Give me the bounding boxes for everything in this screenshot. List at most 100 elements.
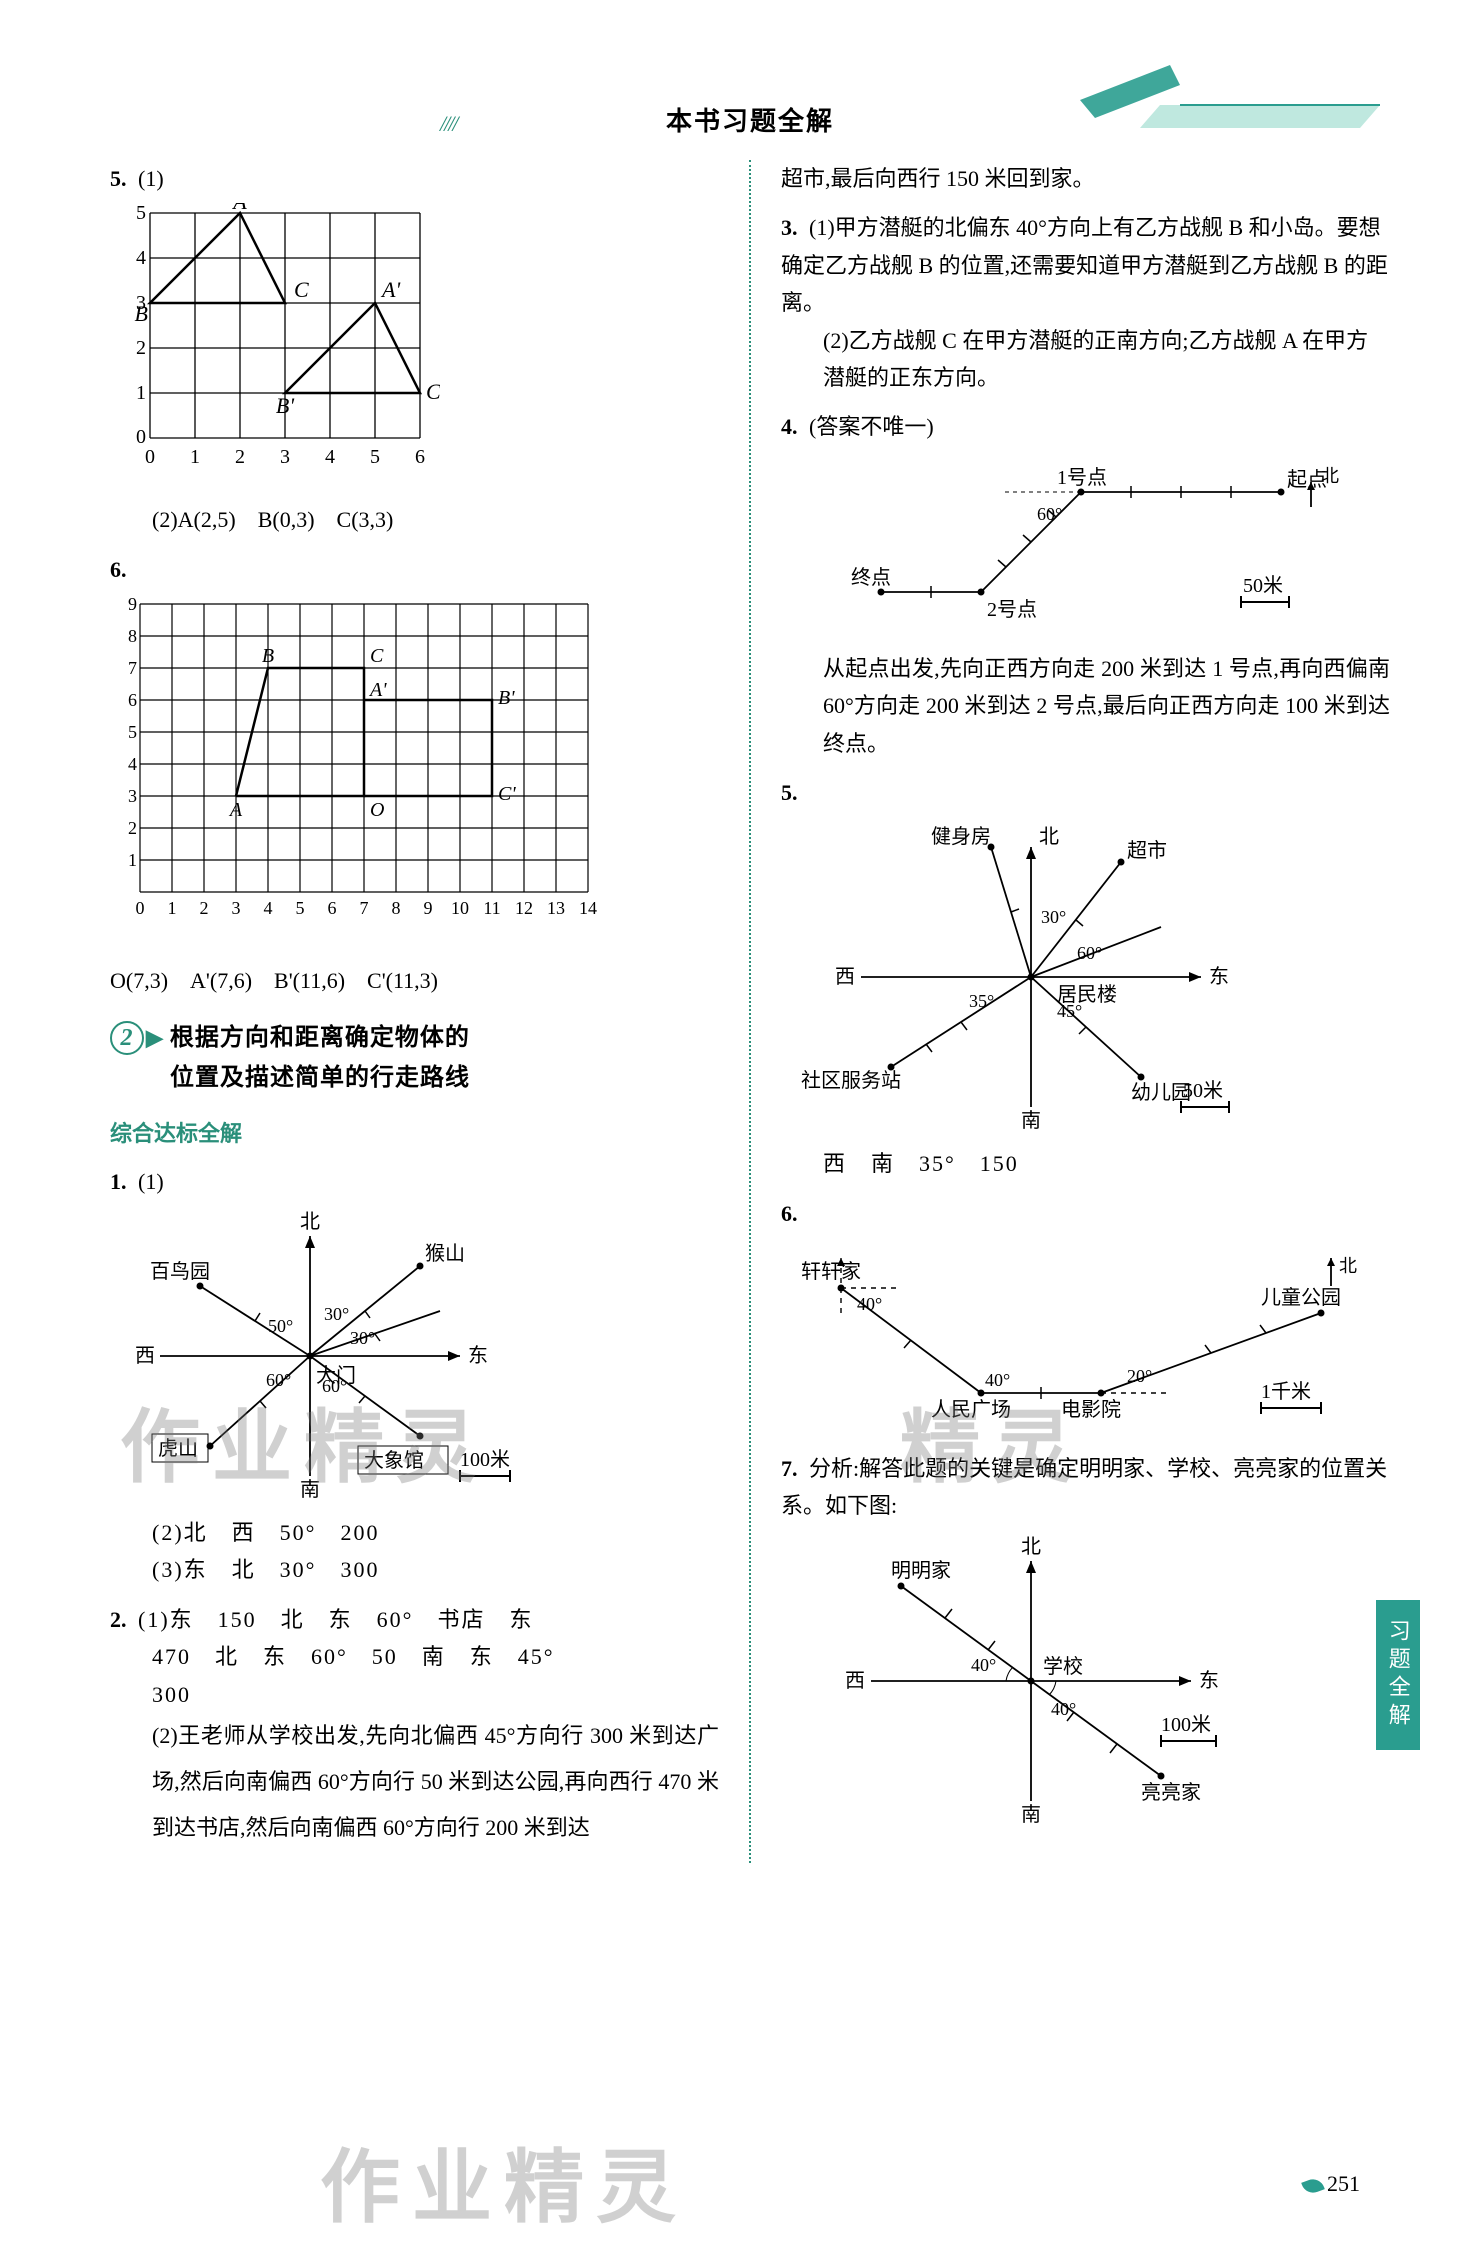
subsection-title: 综合达标全解 — [110, 1115, 719, 1152]
svg-text:6: 6 — [128, 690, 137, 710]
svg-text:9: 9 — [128, 594, 137, 614]
svg-text:北: 北 — [1339, 1256, 1357, 1276]
left-column: 5. (1) — [110, 160, 719, 1863]
svg-text:人民广场: 人民广场 — [931, 1398, 1011, 1421]
solution-3: 3.(1)甲方潜艇的北偏东 40°方向上有乙方战舰 B 和小岛。要想确定乙方战舰… — [781, 209, 1390, 396]
svg-text:30°: 30° — [1041, 907, 1066, 927]
svg-text:60°: 60° — [322, 1376, 347, 1396]
svg-text:3: 3 — [280, 446, 290, 468]
q5-grid-chart: A B C A' B' C' 0 1 2 3 — [110, 203, 440, 493]
svg-text:百鸟园: 百鸟园 — [150, 1260, 210, 1283]
svg-text:东: 东 — [468, 1344, 488, 1367]
sq5-answer: 西 南 35° 150 — [781, 1145, 1390, 1182]
svg-text:10: 10 — [451, 898, 469, 918]
sq1-number: 1. — [110, 1163, 138, 1200]
svg-text:8: 8 — [128, 626, 137, 646]
solution-5: 5. — [781, 774, 1390, 1183]
svg-text:超市: 超市 — [1127, 839, 1167, 862]
question-5: 5.(1) — [110, 160, 719, 539]
svg-text:明明家: 明明家 — [891, 1559, 951, 1582]
svg-text:7: 7 — [128, 658, 137, 678]
svg-text:1千米: 1千米 — [1261, 1380, 1311, 1403]
svg-text:亮亮家: 亮亮家 — [1141, 1781, 1201, 1804]
page-header: //// 本书习题全解 — [110, 60, 1390, 140]
svg-text:9: 9 — [424, 898, 433, 918]
svg-text:12: 12 — [515, 898, 533, 918]
svg-text:4: 4 — [325, 446, 335, 468]
svg-text:50°: 50° — [268, 1316, 293, 1336]
svg-text:终点: 终点 — [851, 566, 891, 589]
svg-text:7: 7 — [360, 898, 369, 918]
q6-grid-chart: A O B C A' B' C' 0 1 2 — [110, 594, 620, 954]
svg-text:3: 3 — [128, 786, 137, 806]
sq1-part1: (1) — [138, 1169, 164, 1194]
solution-2: 2.(1)东 150 北 东 60° 书店 东 470 北 东 60° 50 南… — [110, 1601, 719, 1852]
svg-text:C: C — [294, 277, 309, 302]
svg-text:40°: 40° — [1051, 1699, 1076, 1719]
svg-text:1: 1 — [128, 850, 137, 870]
svg-text:6: 6 — [328, 898, 337, 918]
q6-number: 6. — [110, 551, 138, 588]
svg-text:2: 2 — [128, 818, 137, 838]
svg-text:南: 南 — [1021, 1803, 1041, 1826]
svg-text:45°: 45° — [1057, 1001, 1082, 1021]
svg-text:社区服务站: 社区服务站 — [801, 1069, 901, 1092]
svg-text:西: 西 — [835, 966, 855, 988]
svg-text:6: 6 — [415, 446, 425, 468]
sq1-part2: (2)北 西 50° 200 — [110, 1514, 719, 1551]
svg-text:2: 2 — [235, 446, 245, 468]
svg-text:A: A — [231, 203, 247, 214]
svg-text:北: 北 — [1021, 1535, 1041, 1558]
svg-text:北: 北 — [1039, 825, 1059, 848]
rcol-continuation: 超市,最后向西行 150 米回到家。 — [781, 160, 1390, 197]
svg-text:5: 5 — [296, 898, 305, 918]
svg-text:3: 3 — [136, 292, 146, 314]
sq3-p1: (1)甲方潜艇的北偏东 40°方向上有乙方战舰 B 和小岛。要想确定乙方战舰 B… — [781, 215, 1388, 315]
watermark: 作业精灵 — [320, 2120, 688, 2256]
question-6: 6. — [110, 551, 719, 1000]
svg-text:4: 4 — [264, 898, 273, 918]
ruler-decor-icon — [1040, 60, 1390, 130]
svg-text:0: 0 — [136, 426, 146, 448]
svg-text:O: O — [370, 799, 384, 821]
svg-text:4: 4 — [136, 247, 146, 269]
sq4-number: 4. — [781, 408, 809, 445]
arrow-icon: ▶ — [146, 1025, 164, 1050]
svg-text:60°: 60° — [266, 1370, 291, 1390]
sq2-line4: (2)王老师从学校出发,先向北偏西 45°方向行 300 米到达广场,然后向南偏… — [110, 1713, 719, 1852]
solution-1: 1.(1) — [110, 1163, 719, 1589]
svg-text:B': B' — [498, 687, 515, 709]
svg-text:北: 北 — [1321, 466, 1339, 486]
svg-text:大象馆: 大象馆 — [364, 1449, 424, 1472]
svg-text:50米: 50米 — [1243, 574, 1283, 597]
sq3-p2: (2)乙方战舰 C 在甲方潜艇的正南方向;乙方战舰 A 在甲方潜艇的正东方向。 — [781, 322, 1390, 397]
svg-text:2: 2 — [200, 898, 209, 918]
svg-text:40°: 40° — [857, 1294, 882, 1314]
svg-text:幼儿园: 幼儿园 — [1131, 1081, 1191, 1104]
svg-text:13: 13 — [547, 898, 565, 918]
right-column: 超市,最后向西行 150 米回到家。 3.(1)甲方潜艇的北偏东 40°方向上有… — [781, 160, 1390, 1863]
solution-7: 7.分析:解答此题的关键是确定明明家、学校、亮亮家的位置关系。如下图: — [781, 1450, 1390, 1831]
svg-text:C': C' — [426, 379, 440, 404]
sq1-compass-diagram: 北 南 东 西 百鸟园 猴山 虎山 大象馆 大门 — [110, 1206, 590, 1506]
svg-text:B: B — [262, 645, 274, 667]
svg-text:虎山: 虎山 — [158, 1437, 198, 1460]
svg-text:2号点: 2号点 — [987, 598, 1037, 621]
svg-text:60°: 60° — [1077, 943, 1102, 963]
sq7-compass-diagram: 北 南 东 西 明明家 亮亮家 学校 40° 40° — [781, 1531, 1281, 1831]
header-slash-decor: //// — [440, 105, 456, 142]
svg-text:学校: 学校 — [1043, 1655, 1083, 1678]
svg-text:40°: 40° — [971, 1655, 996, 1675]
section-title-line1: 根据方向和距离确定物体的 — [170, 1025, 470, 1051]
svg-text:C': C' — [498, 783, 516, 805]
svg-text:东: 东 — [1199, 1669, 1219, 1692]
svg-text:1: 1 — [136, 382, 146, 404]
svg-text:5: 5 — [128, 722, 137, 742]
svg-text:健身房: 健身房 — [931, 825, 991, 848]
solution-6: 6. — [781, 1195, 1390, 1438]
sq7-number: 7. — [781, 1450, 809, 1487]
svg-text:西: 西 — [135, 1345, 155, 1367]
sq2-line1: (1)东 150 北 东 60° 书店 东 — [138, 1607, 533, 1632]
svg-text:西: 西 — [845, 1670, 865, 1692]
q5-number: 5. — [110, 160, 138, 197]
